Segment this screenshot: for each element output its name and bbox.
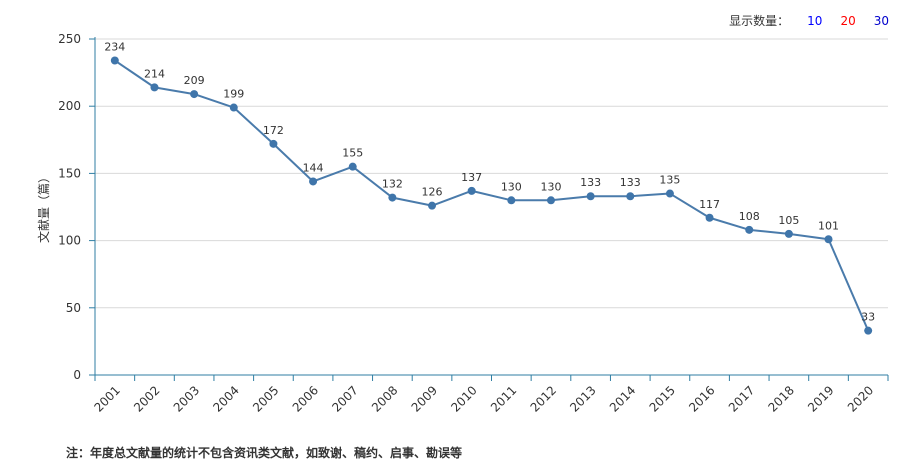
x-tick-label: 2020 bbox=[845, 383, 876, 414]
x-axis: 2001 2002 2003 2004 2005 2006 2007 2008 2009 2010… bbox=[91, 374, 889, 415]
data-point bbox=[428, 201, 437, 210]
x-tick-label: 2015 bbox=[647, 383, 678, 414]
x-tick-label: 2019 bbox=[805, 383, 836, 414]
x-tick-label: 2018 bbox=[765, 383, 796, 414]
data-label: 105 bbox=[778, 214, 799, 227]
y-axis-title-text: 文献量（篇） bbox=[36, 171, 51, 243]
data-label: 133 bbox=[580, 176, 601, 189]
data-point bbox=[626, 192, 635, 201]
y-tick-label: 0 bbox=[73, 368, 81, 382]
y-tick-label: 150 bbox=[58, 166, 81, 180]
y-axis-title: 文献量（篇） bbox=[36, 171, 51, 243]
display-count-option-30[interactable]: 30 bbox=[873, 13, 889, 28]
data-label: 130 bbox=[540, 180, 561, 193]
data-label: 108 bbox=[739, 210, 760, 223]
data-labels: 234 214 209 199 172 144 155 132 126 137 130 130 133 1… bbox=[104, 41, 875, 324]
data-point bbox=[507, 196, 516, 205]
data-label: 117 bbox=[699, 198, 720, 211]
data-label: 130 bbox=[501, 180, 522, 193]
y-tick-label: 200 bbox=[58, 99, 81, 113]
data-points bbox=[110, 56, 873, 335]
display-count-bar: 显示数量： 10 20 30 bbox=[729, 12, 889, 29]
data-label: 172 bbox=[263, 124, 284, 137]
x-tick-label: 2012 bbox=[528, 383, 559, 414]
data-point bbox=[388, 193, 397, 202]
data-label: 214 bbox=[144, 67, 165, 80]
x-tick-label: 2003 bbox=[171, 383, 202, 414]
data-point bbox=[110, 56, 119, 65]
data-point bbox=[229, 103, 238, 112]
data-point bbox=[348, 162, 357, 171]
display-count-option-20[interactable]: 20 bbox=[840, 13, 856, 28]
data-label: 101 bbox=[818, 219, 839, 232]
x-tick-label: 2005 bbox=[250, 383, 281, 414]
data-point bbox=[309, 177, 318, 186]
x-tick-label: 2013 bbox=[567, 383, 598, 414]
display-count-option-10[interactable]: 10 bbox=[807, 13, 823, 28]
y-axis: 0 50 100 150 200 250 bbox=[58, 32, 96, 382]
data-label: 155 bbox=[342, 147, 363, 160]
x-tick-label: 2002 bbox=[131, 383, 162, 414]
data-label: 144 bbox=[303, 161, 324, 174]
y-grid bbox=[95, 38, 888, 309]
footnote: 注：年度总文献量的统计不包含资讯类文献，如致谢、稿约、启事、勘误等 bbox=[66, 446, 463, 460]
data-point bbox=[269, 139, 278, 148]
data-label: 234 bbox=[104, 41, 125, 54]
series-line bbox=[114, 59, 870, 332]
series-polyline bbox=[114, 59, 870, 332]
data-point bbox=[586, 192, 595, 201]
x-tick-label: 2014 bbox=[607, 383, 638, 414]
data-point bbox=[705, 213, 714, 222]
data-point bbox=[190, 90, 199, 99]
data-label: 33 bbox=[861, 311, 875, 324]
data-point bbox=[150, 83, 159, 92]
x-tick-label: 2011 bbox=[488, 383, 519, 414]
x-tick-label: 2001 bbox=[91, 383, 122, 414]
data-label: 199 bbox=[223, 88, 244, 101]
data-label: 209 bbox=[184, 74, 205, 87]
y-tick-label: 50 bbox=[66, 301, 81, 315]
x-tick-label: 2017 bbox=[726, 383, 757, 414]
x-tick-label: 2010 bbox=[448, 383, 479, 414]
data-point bbox=[824, 235, 833, 244]
data-point bbox=[467, 186, 476, 195]
data-label: 126 bbox=[422, 186, 443, 199]
x-tick-label: 2009 bbox=[409, 383, 440, 414]
x-tick-label: 2004 bbox=[210, 383, 241, 414]
data-point bbox=[784, 229, 793, 238]
data-label: 137 bbox=[461, 171, 482, 184]
x-tick-label: 2016 bbox=[686, 383, 717, 414]
data-point bbox=[546, 196, 555, 205]
data-label: 133 bbox=[620, 176, 641, 189]
data-point bbox=[665, 189, 674, 198]
x-tick-label: 2006 bbox=[290, 383, 321, 414]
data-label: 132 bbox=[382, 178, 403, 191]
y-tick-label: 250 bbox=[58, 32, 81, 46]
display-count-label: 显示数量： bbox=[729, 14, 790, 28]
y-tick-label: 100 bbox=[58, 234, 81, 248]
x-tick-label: 2008 bbox=[369, 383, 400, 414]
data-point bbox=[745, 225, 754, 234]
data-point bbox=[864, 326, 873, 335]
data-label: 135 bbox=[659, 174, 680, 187]
x-tick-label: 2007 bbox=[329, 383, 360, 414]
